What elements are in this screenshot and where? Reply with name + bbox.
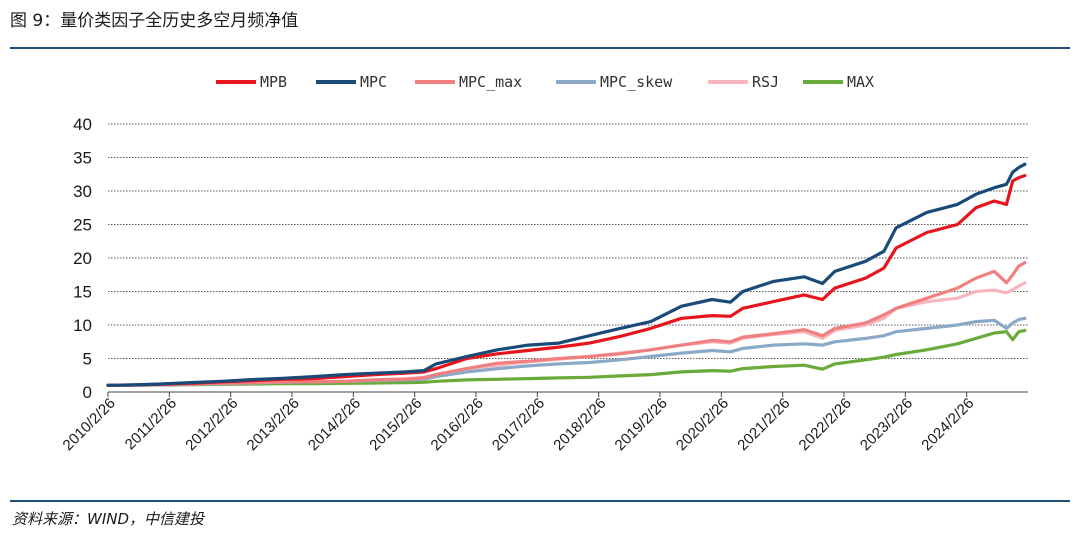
series-line-mpc-max	[106, 261, 1027, 387]
y-tick-label: 35	[73, 149, 92, 168]
legend-item: MPC_max	[415, 73, 522, 91]
line-chart: 0 5 10 15 20 25 30 35 40 2010/2/26 2011/2/26 2012/2…	[60, 73, 1028, 454]
source-note: 资料来源：WIND，中信建投	[12, 510, 205, 528]
legend-item: MPC	[316, 73, 387, 91]
legend-item: MAX	[803, 73, 874, 91]
x-tick-label: 2021/2/26	[734, 395, 793, 454]
series-line-mpb	[106, 173, 1027, 387]
x-tick-label: 2020/2/26	[673, 395, 732, 454]
x-tick-label: 2011/2/26	[122, 395, 180, 453]
y-tick-label: 15	[73, 283, 92, 302]
y-tick-label: 10	[73, 316, 92, 335]
title-rule	[10, 47, 1070, 49]
y-tick-label: 0	[83, 383, 92, 402]
y-tick-label: 25	[73, 216, 92, 235]
series-line-mpc-skew	[106, 316, 1027, 387]
y-tick-label: 5	[83, 350, 92, 369]
x-tick-label: 2024/2/26	[918, 395, 977, 454]
y-tick-label: 30	[73, 182, 92, 201]
x-tick-label: 2017/2/26	[489, 395, 548, 454]
legend-label: MPC	[360, 73, 387, 91]
legend-item: MPB	[216, 73, 287, 91]
figure-title: 图 9：量价类因子全历史多空月频净值	[10, 11, 299, 31]
legend-label: MPC_max	[459, 73, 522, 91]
x-tick-label: 2010/2/26	[60, 395, 119, 454]
legend-label: MPB	[260, 73, 287, 91]
footer-rule	[10, 500, 1070, 502]
series-line-mpc	[106, 162, 1027, 387]
x-tick-label: 2013/2/26	[244, 395, 303, 454]
x-tick-label: 2022/2/26	[796, 395, 855, 454]
legend-item: MPC_skew	[556, 73, 673, 91]
y-tick-label: 40	[73, 115, 92, 134]
x-tick-label: 2014/2/26	[305, 395, 364, 454]
legend-label: MAX	[847, 73, 874, 91]
x-tick-label: 2019/2/26	[612, 395, 671, 454]
y-tick-label: 20	[73, 249, 92, 268]
legend-label: RSJ	[752, 73, 779, 91]
x-tick-label: 2018/2/26	[550, 395, 609, 454]
x-tick-label: 2023/2/26	[857, 395, 916, 454]
x-tick-label: 2012/2/26	[182, 395, 241, 454]
legend-label: MPC_skew	[600, 73, 673, 91]
x-tick-label: 2015/2/26	[366, 395, 425, 454]
legend-item: RSJ	[708, 73, 779, 91]
x-tick-label: 2016/2/26	[428, 395, 487, 454]
